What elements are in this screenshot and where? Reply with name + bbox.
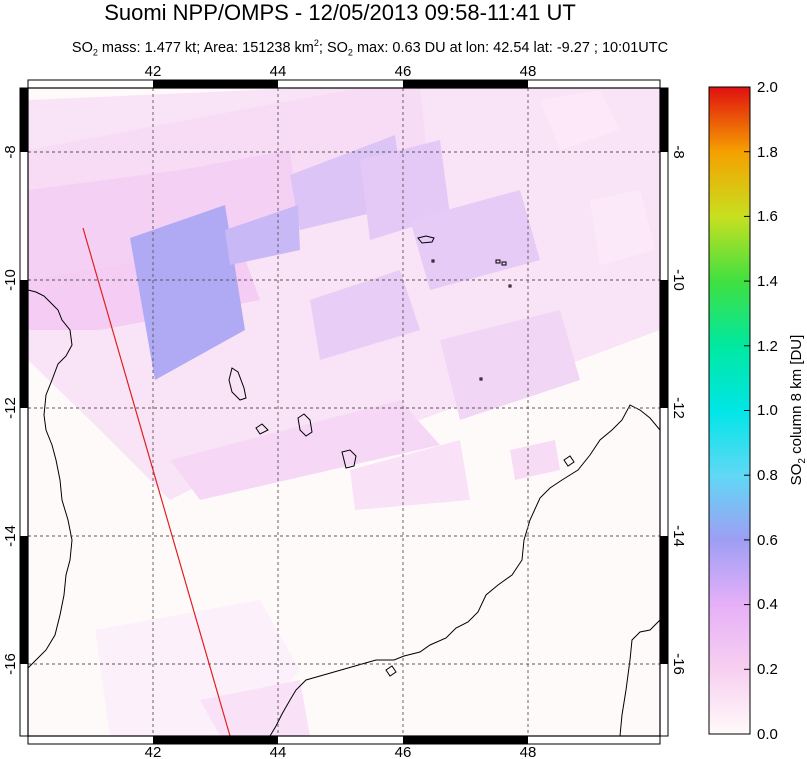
- border-left-10-12: [20, 280, 28, 408]
- map-title: Suomi NPP/OMPS - 12/05/2013 09:58-11:41 …: [104, 0, 576, 25]
- lat-label-left-16: -16: [2, 653, 19, 675]
- lat-label-right-8: -8: [670, 145, 687, 158]
- subtitle-text-1: SO: [71, 39, 93, 56]
- lon-label-top-44: 44: [270, 63, 287, 80]
- so2-ne-faint-1: [540, 90, 620, 150]
- colorbar-tick-10: 2.0: [757, 79, 778, 96]
- border-bottom-46-48: [403, 736, 528, 744]
- colorbar-tick-9: 1.8: [757, 144, 778, 161]
- so2-patch-4: [410, 190, 540, 290]
- lon-label-bottom-46: 46: [395, 744, 412, 759]
- so2-patch-7: [510, 440, 560, 480]
- lon-label-top-48: 48: [520, 63, 537, 80]
- so2-ne-faint-2: [590, 190, 655, 265]
- colorbar-tick-1: 0.2: [757, 661, 778, 678]
- border-right-14-16: [660, 536, 668, 664]
- lon-label-top-42: 42: [145, 63, 162, 80]
- island-grande-comore: [228, 367, 247, 401]
- subtitle-sup-1: 2: [313, 38, 319, 48]
- island-nosy-be: [385, 665, 397, 677]
- so2-patch-3: [310, 270, 420, 360]
- colorbar: [708, 86, 751, 735]
- colorbar-tick-5: 1.0: [757, 402, 778, 419]
- lat-label-right-14: -14: [670, 525, 687, 547]
- lat-label-right-16: -16: [670, 653, 687, 675]
- island-glorieuses: [563, 455, 575, 467]
- island-moheli: [255, 423, 269, 435]
- subtitle-text-2: mass: 1.477 kt; Area: 151238 km: [97, 39, 314, 56]
- colorbar-tick-marks: [744, 86, 750, 735]
- so2-patch-6: [440, 310, 580, 420]
- lat-label-right-10: -10: [670, 269, 687, 291]
- lat-label-left-8: -8: [2, 145, 19, 158]
- lon-label-bottom-44: 44: [270, 744, 287, 759]
- lat-labels: -8 -10 -12 -14 -16 -8 -10 -12 -14 -16: [2, 145, 687, 675]
- so2-max-block-1: [130, 205, 245, 380]
- so2-max-block-2: [225, 205, 300, 265]
- graticule: [28, 88, 660, 736]
- coastlines: [28, 235, 660, 736]
- lon-label-bottom-48: 48: [520, 744, 537, 759]
- border-outline-lat: [19, 87, 669, 737]
- swath-edge-line: [82, 227, 231, 737]
- madagascar-east-coast: [619, 619, 660, 736]
- border-top-46-48: [403, 80, 528, 88]
- border-right-10-12: [660, 280, 668, 408]
- so2-patch-2: [360, 140, 450, 240]
- so2-south-patch: [200, 680, 310, 736]
- madagascar-west-coast: [269, 404, 660, 736]
- subtitle-sub-2: 2: [347, 47, 353, 58]
- islet-3: [501, 261, 507, 266]
- border-outline-lon: [27, 79, 661, 745]
- so2-field: [28, 88, 660, 736]
- islet-5: [479, 377, 483, 381]
- subtitle-text-3: ; SO: [318, 39, 348, 56]
- border-ticks-lon: [153, 80, 528, 744]
- border-bottom-42-44: [153, 736, 278, 744]
- colorbar-tick-0: 0.0: [757, 726, 778, 743]
- map-subtitle: SO2 mass: 1.477 kt; Area: 151238 km2; SO…: [0, 34, 740, 62]
- island-mayotte: [341, 449, 357, 469]
- lat-label-left-10: -10: [2, 269, 19, 291]
- colorbar-tick-6: 1.2: [757, 338, 778, 355]
- border-right-top: [660, 88, 668, 152]
- so2-band-4: [170, 400, 440, 500]
- islet-1: [431, 259, 435, 263]
- colorbar-tick-8: 1.6: [757, 208, 778, 225]
- so2-band-2: [28, 150, 300, 300]
- border-left-14-16: [20, 536, 28, 664]
- islet-4: [508, 284, 512, 288]
- colorbar-label: SO2 column 8 km [DU]: [788, 335, 807, 486]
- colorbar-tick-7: 1.4: [757, 273, 778, 290]
- subtitle-sub-1: 2: [92, 47, 98, 58]
- lat-label-left-14: -14: [2, 525, 19, 547]
- lon-label-bottom-42: 42: [145, 744, 162, 759]
- lat-label-right-12: -12: [670, 397, 687, 419]
- so2-band-5: [350, 440, 470, 510]
- island-aldabra: [417, 235, 435, 244]
- border-top-42-44: [153, 80, 278, 88]
- border-ticks-lat: [20, 88, 668, 664]
- colorbar-tick-3: 0.6: [757, 532, 778, 549]
- islet-2: [495, 259, 501, 264]
- border-left-top: [20, 88, 28, 152]
- lon-label-top-46: 46: [395, 63, 412, 80]
- colorbar-tick-labels: 0.0 0.2 0.4 0.6 0.8 1.0 1.2 1.4 1.6 1.8 …: [757, 79, 778, 743]
- lat-label-left-12: -12: [2, 397, 19, 419]
- colorbar-tick-4: 0.8: [757, 467, 778, 484]
- subtitle-text-4: max: 0.63 DU at lon: 42.54 lat: -9.27 ; …: [352, 39, 669, 56]
- colorbar-tick-2: 0.4: [757, 596, 778, 613]
- african-coast: [28, 289, 73, 669]
- lon-labels: 42 44 46 48 42 44 46 48: [145, 63, 537, 759]
- island-anjouan: [297, 413, 313, 437]
